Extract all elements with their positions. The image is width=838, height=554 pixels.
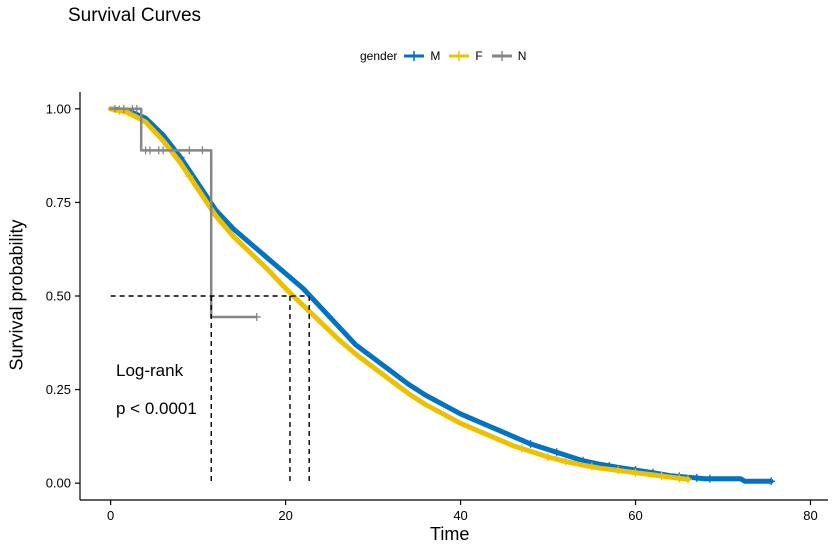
x-tick-label-2: 40 — [453, 508, 467, 523]
legend-label-n: N — [517, 49, 527, 63]
censor-mark-n-5 — [145, 146, 154, 155]
y-tick-label-1: 0.25 — [46, 382, 71, 397]
axes: 0 20 40 60 80 0.00 0.25 0.50 0.75 1.00 — [46, 92, 828, 523]
censor-mark-n-0 — [110, 104, 119, 113]
censor-mark-m-11 — [705, 474, 714, 483]
x-axis-title: Time — [430, 524, 470, 544]
legend-swatch-n — [491, 51, 512, 61]
legend-title: gender — [360, 49, 398, 63]
legend-item-m: M — [403, 49, 440, 63]
legend-swatch-f — [449, 51, 470, 61]
legend-swatch-m — [404, 51, 425, 61]
censor-mark-f-10 — [675, 474, 684, 483]
y-axis-title: Survival probability — [6, 219, 27, 371]
y-tick-label-2: 0.50 — [46, 289, 71, 304]
censor-mark-f-4 — [544, 452, 553, 461]
censor-mark-n-7 — [159, 146, 168, 155]
censor-mark-n-9 — [198, 146, 207, 155]
censor-mark-f-5 — [561, 457, 570, 466]
x-tick-label-1: 20 — [278, 508, 292, 523]
censor-mark-n-10 — [252, 312, 261, 321]
x-tick-label-4: 80 — [803, 508, 817, 523]
chart-title: Survival Curves — [68, 5, 202, 26]
censor-mark-m-4 — [552, 448, 561, 457]
censor-mark-f-7 — [614, 466, 623, 475]
censor-mark-n-8 — [185, 146, 194, 155]
censor-mark-m-12 — [767, 477, 776, 486]
test-name-label: Log-rank — [116, 361, 184, 380]
legend-item-n: N — [491, 49, 527, 63]
censor-mark-f-9 — [657, 472, 666, 481]
x-tick-label-0: 0 — [107, 508, 114, 523]
y-tick-label-4: 1.00 — [46, 101, 71, 116]
censor-mark-m-10 — [692, 473, 701, 482]
censor-mark-f-11 — [684, 475, 693, 484]
legend-label-f: F — [475, 49, 483, 63]
legend-label-m: M — [430, 49, 441, 63]
series-line-m — [108, 106, 774, 484]
series-line-f — [108, 106, 691, 482]
censor-mark-m-3 — [526, 439, 535, 448]
plot-area — [108, 104, 776, 486]
censor-mark-f-8 — [631, 468, 640, 477]
y-tick-label-0: 0.00 — [46, 476, 71, 491]
censor-mark-f-2 — [185, 172, 194, 181]
censor-mark-n-1 — [119, 104, 128, 113]
x-tick-label-3: 60 — [628, 508, 642, 523]
legend-item-f: F — [448, 49, 483, 63]
legend: gender M F N — [360, 47, 534, 65]
censor-mark-f-6 — [587, 462, 596, 471]
y-tick-label-3: 0.75 — [46, 195, 71, 210]
censor-mark-n-3 — [132, 104, 141, 113]
censor-mark-f-3 — [517, 444, 526, 453]
p-value-label: p < 0.0001 — [116, 399, 197, 418]
series-line-n — [109, 107, 258, 319]
